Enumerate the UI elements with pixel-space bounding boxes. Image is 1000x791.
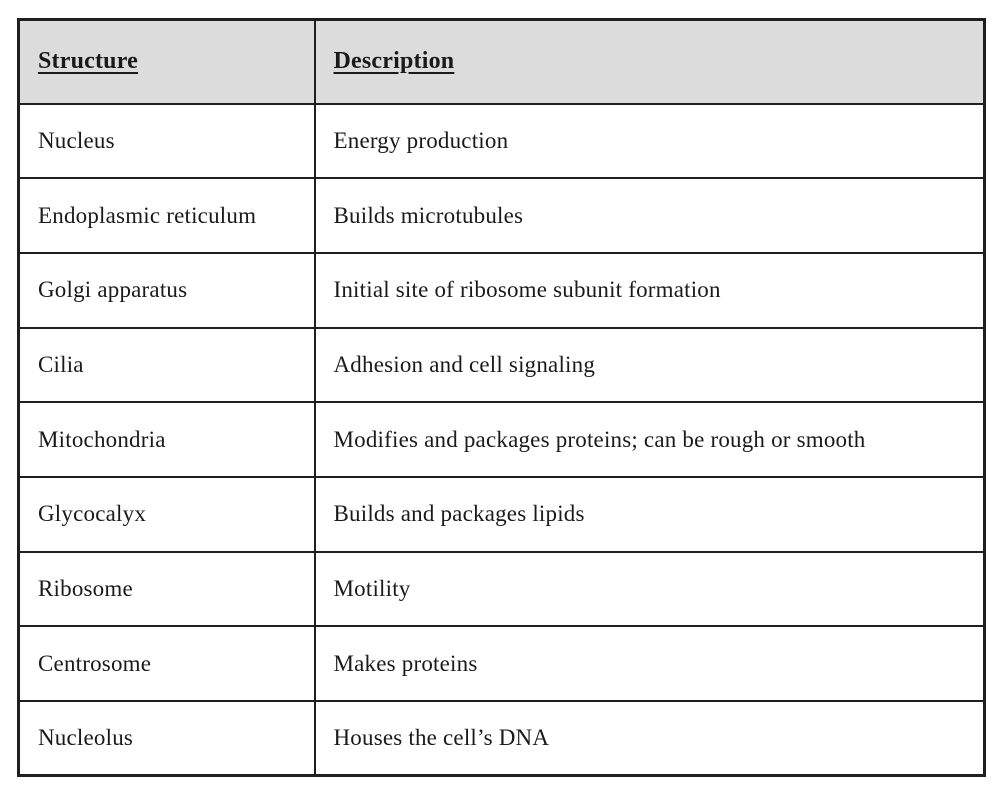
description-cell: Motility [313,550,986,628]
table-row: Endoplasmic reticulum Builds microtubule… [17,177,986,254]
description-cell: Builds microtubules [313,177,986,254]
table-row: Cilia Adhesion and cell signaling [17,326,986,404]
description-cell: Houses the cell’s DNA [313,700,986,777]
description-cell: Adhesion and cell signaling [313,326,986,404]
structure-cell: Nucleolus [17,700,316,777]
description-cell: Builds and packages lipids [313,475,986,553]
structure-cell: Golgi apparatus [17,251,316,329]
structure-column-header: Structure [17,18,316,105]
table-row: Ribosome Motility [17,550,986,628]
description-column-header: Description [313,18,986,105]
description-cell: Initial site of ribosome subunit formati… [313,251,986,329]
table-header-row: Structure Description [17,18,986,105]
structure-cell: Glycocalyx [17,475,316,553]
table-row: Nucleus Energy production [17,102,986,180]
structure-cell: Cilia [17,326,316,404]
description-cell: Energy production [313,102,986,180]
structure-cell: Centrosome [17,625,316,702]
structure-cell: Endoplasmic reticulum [17,177,316,254]
table-row: Mitochondria Modifies and packages prote… [17,401,986,478]
table-row: Centrosome Makes proteins [17,625,986,702]
table-row: Glycocalyx Builds and packages lipids [17,475,986,553]
description-cell: Makes proteins [313,625,986,702]
description-header-label: Description [333,48,455,75]
structure-cell: Mitochondria [17,401,316,478]
structure-header-label: Structure [38,48,139,75]
cell-structure-table: Structure Description Nucleus Energy pro… [17,18,986,778]
table-row: Nucleolus Houses the cell’s DNA [17,700,986,777]
table-row: Golgi apparatus Initial site of ribosome… [17,251,986,329]
description-cell: Modifies and packages proteins; can be r… [313,401,986,478]
structure-cell: Nucleus [17,102,316,180]
structure-cell: Ribosome [17,550,316,628]
